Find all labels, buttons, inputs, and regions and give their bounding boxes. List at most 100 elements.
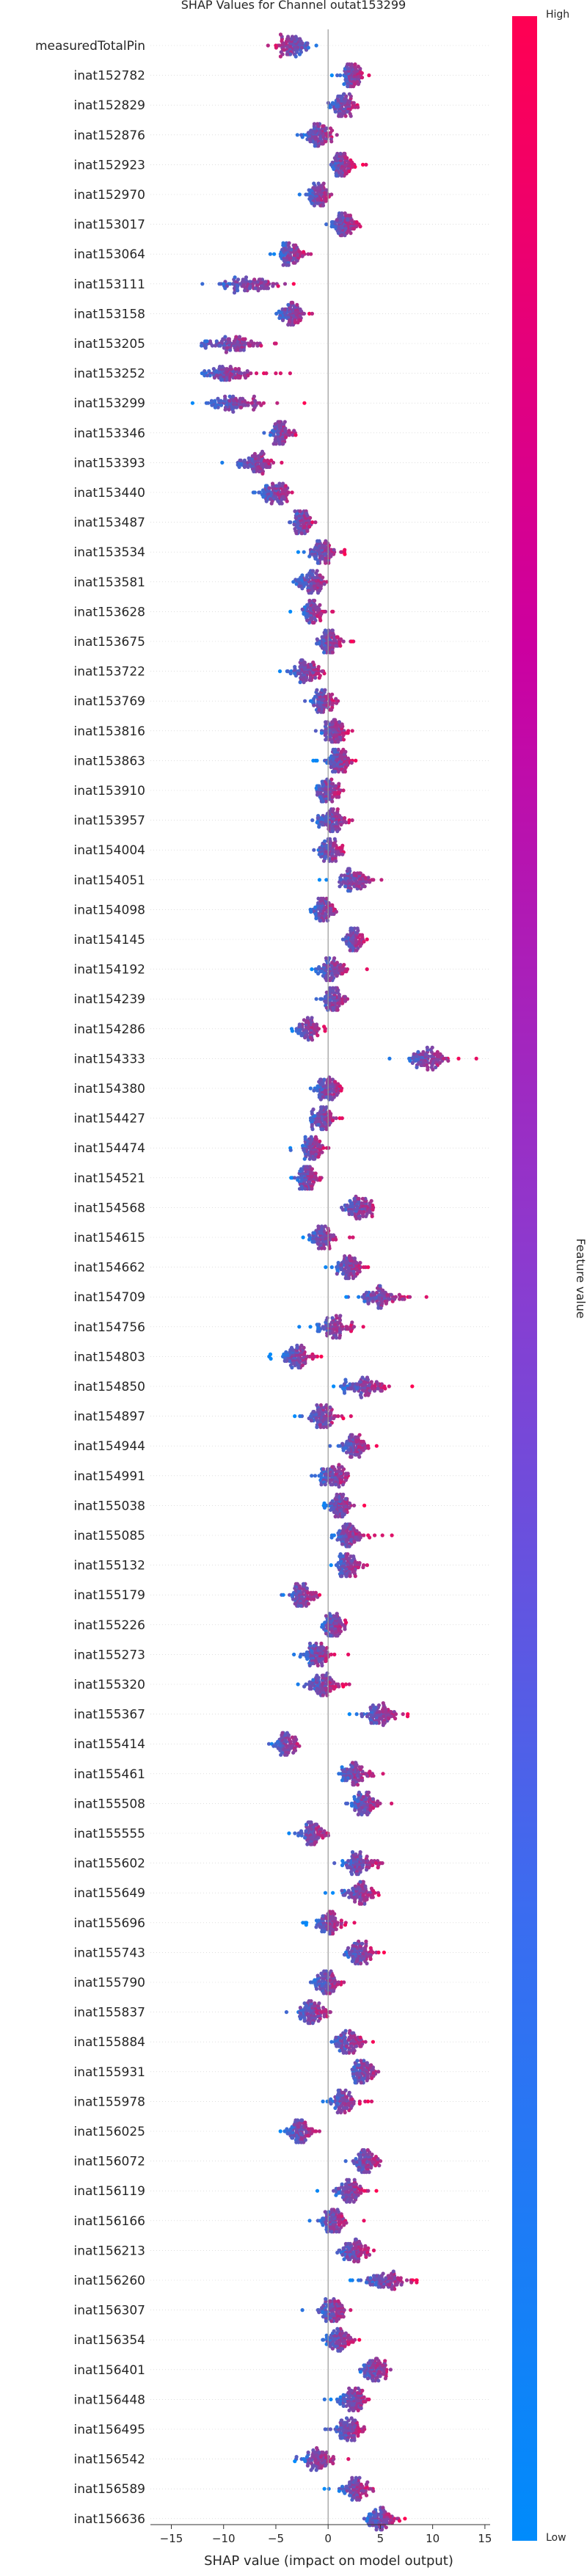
shap-point — [303, 1036, 307, 1040]
shap-point — [332, 956, 337, 961]
shap-point — [305, 529, 310, 534]
shap-point — [341, 880, 346, 884]
shap-point — [280, 501, 284, 506]
shap-point — [342, 151, 346, 156]
shap-point — [369, 1721, 373, 1725]
shap-point — [357, 1295, 361, 1299]
shap-point — [356, 1565, 360, 1570]
shap-point — [316, 186, 320, 190]
shap-point — [308, 1325, 313, 1329]
shap-point — [351, 1570, 355, 1574]
shap-point — [314, 43, 318, 48]
shap-point — [325, 1671, 329, 1676]
shap-point — [338, 1529, 342, 1533]
shap-point — [360, 933, 365, 937]
shap-point — [210, 343, 214, 348]
shap-point — [262, 458, 266, 463]
shap-point — [309, 252, 313, 256]
shap-point — [246, 403, 250, 407]
shap-point — [357, 1216, 362, 1220]
shap-point — [243, 288, 247, 293]
shap-point — [277, 309, 281, 313]
shap-point — [338, 151, 343, 156]
shap-point — [338, 814, 342, 818]
shap-point — [350, 818, 354, 823]
shap-point — [316, 896, 321, 900]
shap-point — [239, 371, 244, 376]
shap-point — [370, 1214, 374, 1218]
shap-point — [339, 823, 343, 827]
shap-point — [341, 639, 346, 644]
shap-point — [362, 1533, 366, 1538]
shap-point — [298, 307, 302, 311]
shap-point — [290, 1365, 294, 1369]
shap-point — [315, 569, 319, 573]
shap-point — [351, 227, 356, 231]
shap-point — [371, 1774, 376, 1778]
shap-point — [315, 637, 319, 641]
shap-point — [393, 1712, 398, 1717]
shap-point — [374, 1444, 379, 1448]
shap-point — [313, 1171, 318, 1176]
shap-point — [297, 1022, 302, 1027]
shap-point — [347, 1254, 352, 1259]
shap-point — [307, 1157, 312, 1161]
shap-point — [344, 1778, 349, 1783]
shap-point — [340, 852, 345, 856]
shap-point — [233, 396, 238, 401]
shap-point — [318, 1423, 322, 1427]
shap-point — [366, 1265, 371, 1270]
shap-point — [301, 1143, 305, 1148]
shap-point — [305, 618, 310, 623]
shap-point — [401, 1712, 405, 1717]
shap-point — [338, 1444, 342, 1448]
shap-point — [297, 250, 302, 254]
shap-point — [227, 394, 232, 399]
points-layer — [150, 32, 490, 2532]
shap-point — [273, 422, 277, 426]
shap-point — [319, 1224, 324, 1229]
shap-point — [320, 969, 324, 974]
shap-point — [279, 1753, 283, 1757]
shap-point — [373, 1533, 377, 1538]
shap-point — [316, 1246, 321, 1251]
shap-point — [259, 286, 263, 291]
shap-point — [282, 1358, 287, 1363]
shap-point — [321, 974, 325, 978]
shap-point — [289, 37, 294, 41]
shap-point — [209, 399, 214, 403]
shap-point — [344, 1295, 349, 1299]
shap-point — [334, 153, 339, 158]
shap-point — [350, 1212, 354, 1216]
shap-point — [306, 589, 310, 593]
shap-point — [246, 465, 250, 470]
shap-point — [324, 126, 329, 131]
shap-point — [312, 122, 316, 126]
shap-point — [271, 429, 275, 433]
shap-point — [213, 405, 217, 410]
shap-point — [338, 1629, 343, 1634]
shap-point — [422, 1063, 426, 1067]
shap-point — [339, 1088, 343, 1093]
shap-point — [365, 1375, 370, 1380]
shap-point — [331, 701, 335, 705]
shap-point — [274, 484, 279, 488]
shap-point — [332, 167, 336, 171]
shap-point — [260, 471, 265, 476]
shap-point — [238, 282, 242, 286]
shap-point — [346, 1652, 351, 1656]
shap-point — [313, 586, 317, 591]
shap-point — [318, 795, 322, 799]
shap-point — [358, 944, 362, 948]
shap-point — [315, 1673, 319, 1678]
shap-point — [330, 829, 335, 834]
shap-point — [324, 188, 329, 192]
shap-point — [278, 1748, 282, 1753]
shap-point — [380, 1301, 384, 1306]
shap-point — [319, 1641, 324, 1645]
shap-point — [355, 1386, 360, 1391]
shap-point — [434, 1065, 438, 1069]
shap-point — [321, 1467, 326, 1471]
shap-point — [262, 431, 266, 435]
shap-point — [284, 241, 288, 245]
